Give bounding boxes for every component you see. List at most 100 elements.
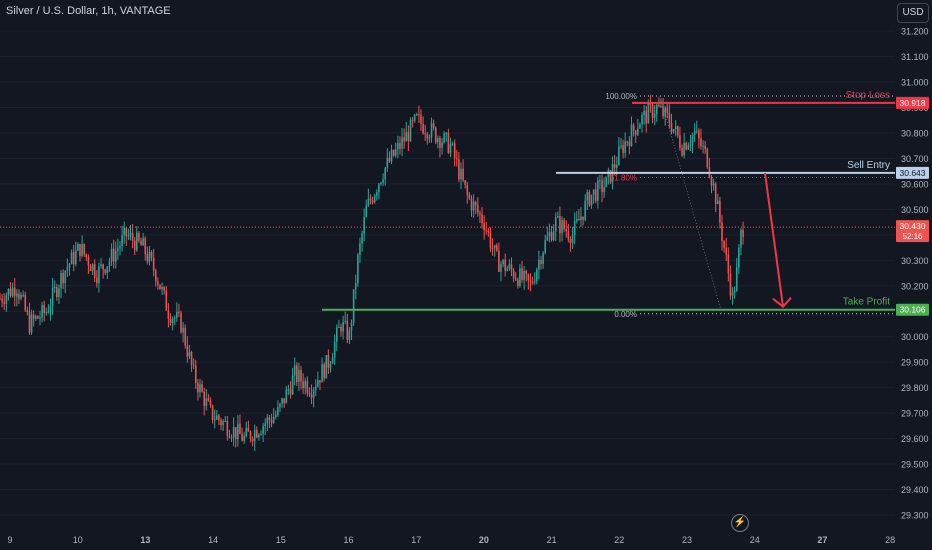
candle-body [723,241,725,248]
candle-body [348,330,351,341]
candle-body [740,229,742,248]
price-tick-label: 29.800 [901,383,929,393]
lightning-icon[interactable]: ⚡ [731,514,749,532]
candle-body [567,231,570,239]
candle-body [228,436,231,438]
candle-body [645,110,648,124]
candle-body [411,119,414,121]
price-axis: 31.20031.10031.00030.90030.80030.70030.6… [0,27,929,520]
candle-body [586,191,589,201]
time-tick-label: 16 [343,535,353,545]
candle-body [350,322,353,331]
candle-body [403,137,405,142]
candle-body [169,318,172,323]
candle-body [725,247,728,255]
candle-body [287,389,290,391]
candle-body [232,427,235,438]
level-price-tag [896,96,929,109]
candle-body [493,245,496,249]
candle-body [28,312,31,333]
candle-body [325,355,328,379]
candle-body [569,238,572,244]
candle-body [53,287,56,289]
candle-body [523,271,525,280]
fib-level-label: 0.00% [614,310,637,319]
candle-body [397,142,399,150]
candle-body [89,265,92,271]
level-price-tag [896,166,929,179]
candle-body [74,250,77,265]
candle-body [466,185,469,195]
candle-body [392,150,395,156]
candle-body [430,123,433,138]
candle-body [668,112,671,123]
level-name: Sell Entry [847,160,890,171]
candle-body [468,194,471,199]
currency-button[interactable]: USD [897,3,929,23]
time-tick-label: 15 [276,535,286,545]
candle-body [51,287,54,307]
candle-body [5,295,8,304]
candle-body [510,264,513,271]
candle-body [277,407,279,415]
candle-body [83,243,85,255]
candle-body [62,272,64,284]
candle-body [159,284,161,290]
candle-body [434,127,437,143]
trade-levels: Stop Loss 30.918 Sell Entry 30.643 Take Prof… [322,90,929,316]
candle-body [123,228,125,236]
candle-body [382,179,384,183]
candle-body [495,245,498,251]
candle-body [738,247,740,268]
candle-body [517,279,519,286]
candle-body [441,142,443,148]
candle-body [700,138,702,147]
candle-body [131,232,134,241]
candle-body [367,198,370,206]
candle-body [321,364,323,383]
candle-body [632,124,635,131]
time-tick-label: 17 [411,535,421,545]
candle-body [552,231,555,241]
candle-body [658,104,660,107]
candle-body [729,273,732,296]
time-tick-label: 21 [547,535,557,545]
candle-body [58,288,60,298]
candle-body [445,132,448,134]
candle-body [112,248,115,262]
candle-body [546,236,549,241]
candle-body [373,195,376,203]
candle-body [571,235,574,244]
candle-body [142,238,144,246]
candle-body [304,381,307,388]
level-price-label: 30.643 [900,168,926,178]
candle-body [637,128,639,135]
time-tick-label: 10 [73,535,83,545]
price-tick-label: 29.400 [901,485,929,495]
candle-body [437,138,439,143]
candle-body [41,305,43,318]
candle-body [323,364,325,379]
candle-body [533,281,536,283]
candle-body [192,364,195,366]
candle-body [319,380,321,383]
candle-body [620,145,622,147]
candle-body [68,264,71,268]
candle-body [346,320,349,341]
candle-body [249,431,252,439]
price-tick-label: 31.100 [901,52,929,62]
candle-body [283,398,285,404]
candle-body [628,142,631,147]
candle-body [666,107,669,113]
candle-body [296,365,298,383]
candle-body [268,417,271,421]
candle-body [365,205,368,217]
countdown-label: 52:16 [902,232,923,241]
candle-body [121,235,123,247]
candle-body [487,230,490,233]
candle-body [670,122,673,132]
candle-body [639,124,641,129]
candles [0,94,744,451]
candle-body [557,215,559,218]
